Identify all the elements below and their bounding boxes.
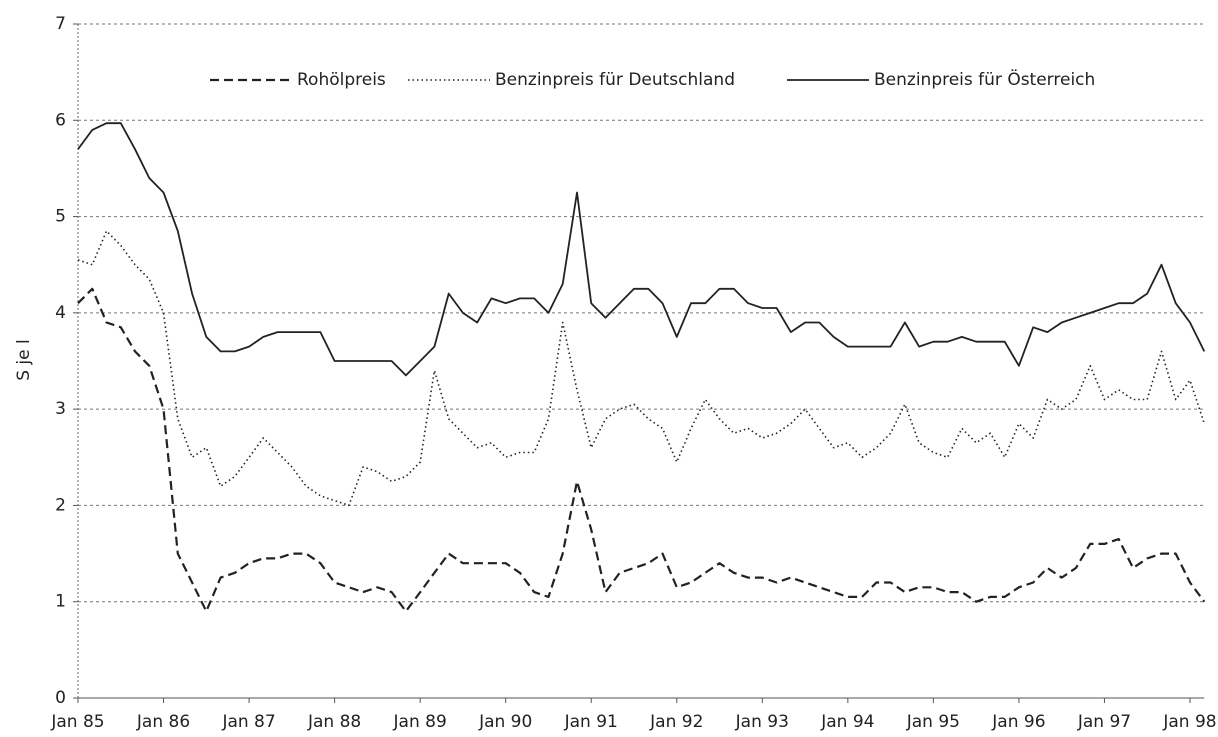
- y-tick-label: 2: [55, 495, 66, 515]
- x-tick-label: Jan 96: [991, 712, 1045, 732]
- x-tick-label: Jan 98: [1162, 712, 1216, 732]
- y-tick-label: 5: [55, 207, 66, 227]
- series-line: [77, 287, 1206, 613]
- x-tick-label: Jan 91: [564, 712, 618, 732]
- x-tick-label: Jan 92: [649, 712, 703, 732]
- x-tick-label: Jan 90: [478, 712, 532, 732]
- y-tick-label: 3: [55, 399, 66, 419]
- x-tick-label: Jan 88: [307, 712, 361, 732]
- y-tick-label: 0: [55, 688, 66, 708]
- y-tick-label: 6: [55, 110, 66, 130]
- legend-label: Rohölpreis: [297, 70, 386, 90]
- y-tick-label: 7: [55, 14, 66, 34]
- y-tick-label: 4: [55, 303, 66, 323]
- legend-label: Benzinpreis für Deutschland: [495, 70, 735, 90]
- x-tick-label: Jan 97: [1077, 712, 1131, 732]
- x-tick-label: Jan 86: [136, 712, 190, 732]
- y-tick-label: 1: [55, 592, 66, 612]
- y-axis-title: S je l: [14, 339, 34, 381]
- series-line: [77, 230, 1206, 507]
- x-tick-label: Jan 93: [735, 712, 789, 732]
- x-tick-label: Jan 94: [820, 712, 874, 732]
- x-tick-label: Jan 87: [221, 712, 275, 732]
- x-tick-label: Jan 89: [393, 712, 447, 732]
- legend-label: Benzinpreis für Österreich: [874, 68, 1095, 90]
- series-line: [77, 122, 1206, 377]
- x-tick-label: Jan 85: [50, 712, 104, 732]
- x-tick-label: Jan 95: [906, 712, 960, 732]
